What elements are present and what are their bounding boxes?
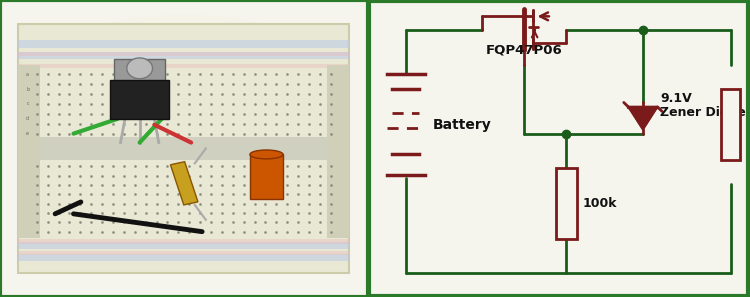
Polygon shape <box>628 107 658 129</box>
Text: 9.1V: 9.1V <box>660 91 692 105</box>
Bar <box>18 251 349 255</box>
Bar <box>170 162 198 205</box>
Text: a: a <box>26 72 29 77</box>
Ellipse shape <box>250 150 283 159</box>
Bar <box>18 242 349 249</box>
Bar <box>18 52 349 59</box>
Bar <box>18 254 349 261</box>
Bar <box>18 65 40 238</box>
Bar <box>722 89 740 160</box>
Bar <box>110 80 169 119</box>
Bar <box>114 59 165 83</box>
Ellipse shape <box>74 15 294 74</box>
Text: Battery: Battery <box>433 118 491 132</box>
Bar <box>250 154 283 199</box>
Text: Zener Diode: Zener Diode <box>660 106 746 119</box>
Bar <box>18 40 349 48</box>
Bar <box>556 168 577 239</box>
Text: b: b <box>26 87 29 91</box>
Bar <box>18 52 349 56</box>
Text: LOAD: LOAD <box>746 118 750 132</box>
Text: FQP47P06: FQP47P06 <box>486 44 562 57</box>
Text: 100k: 100k <box>583 197 617 210</box>
Bar <box>18 64 349 68</box>
Text: e: e <box>26 131 29 136</box>
Bar <box>327 65 350 238</box>
Bar <box>18 239 349 244</box>
Text: d: d <box>26 116 29 121</box>
Bar <box>18 137 349 160</box>
Text: c: c <box>26 102 29 106</box>
Bar <box>18 24 349 273</box>
Circle shape <box>127 58 152 79</box>
